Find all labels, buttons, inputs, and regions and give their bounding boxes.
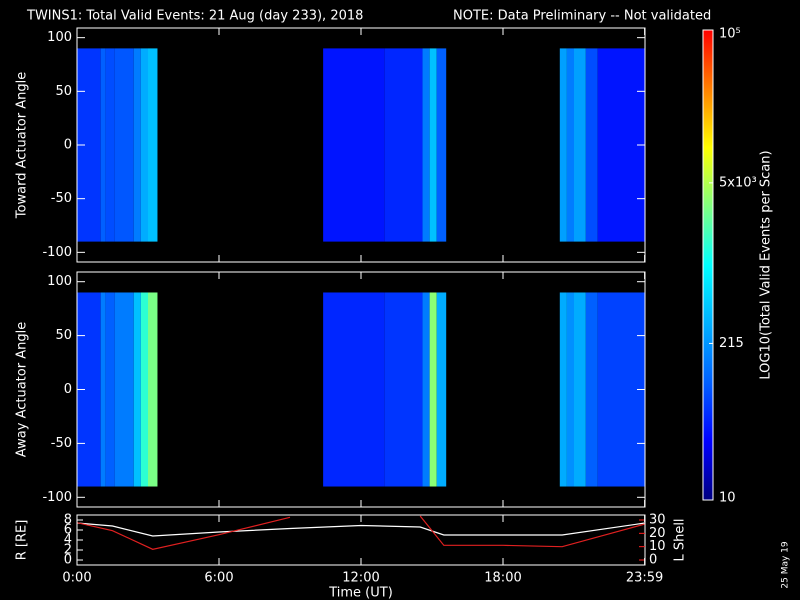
heatmap-cell [384, 48, 423, 242]
heatmap-cell [114, 48, 134, 242]
y-axis-label: R [RE] [15, 520, 30, 561]
y2-tick-label: 0 [649, 553, 657, 568]
line-series [77, 522, 645, 537]
date-stamp: 25 May 19 [781, 541, 791, 589]
heatmap-cell [140, 292, 148, 487]
colorbar [702, 29, 714, 501]
y-tick-label: 2 [64, 543, 72, 558]
y-tick-label: -50 [51, 191, 72, 206]
heatmap-cell [100, 292, 106, 487]
x-tick-label: 6:00 [204, 571, 233, 586]
heatmap-cell [133, 292, 141, 487]
heatmap-cell [574, 292, 586, 487]
heatmap-cell [323, 48, 385, 242]
x-tick-label: 0:00 [62, 571, 91, 586]
heatmap-cell [429, 48, 437, 242]
y-tick-label: 4 [64, 533, 72, 548]
y-tick-label: 50 [55, 328, 72, 343]
heatmap-cell [436, 292, 447, 487]
y2-tick-label: 10 [649, 539, 666, 554]
x-tick-label: 23:59 [626, 571, 663, 586]
heatmap-cell [422, 292, 430, 487]
heatmap-cell [105, 48, 115, 242]
y2-tick-label: 30 [649, 513, 666, 528]
heatmap-cell [585, 48, 598, 242]
y-tick-label: 0 [64, 138, 72, 153]
heatmap-cell [566, 48, 574, 242]
y-tick-label: -100 [42, 245, 72, 260]
y-tick-label: 0 [64, 382, 72, 397]
x-tick-label: 18:00 [484, 571, 521, 586]
y-tick-label: 8 [64, 513, 72, 528]
colorbar-tick-label: 5x10³ [719, 175, 757, 190]
heatmap-cell [384, 292, 423, 487]
heatmap-cell [148, 48, 158, 242]
heatmap-cell [429, 292, 437, 487]
colorbar-tick-label: 10⁵ [719, 27, 741, 42]
heatmap-cell [100, 48, 106, 242]
heatmap-cell [422, 48, 430, 242]
y-axis-label: Away Actuator Angle [15, 322, 30, 457]
y2-axis-label: L Shell [673, 518, 688, 561]
heatmap-cell [148, 292, 158, 487]
colorbar-label: LOG10(Total Valid Events per Scan) [759, 150, 774, 379]
heatmap-cell [436, 48, 447, 242]
title: TWINS1: Total Valid Events: 21 Aug (day … [26, 9, 363, 24]
y-axis-label: Toward Actuator Angle [15, 72, 30, 219]
x-tick-label: 12:00 [342, 571, 379, 586]
heatmap-cell [77, 48, 101, 242]
heatmap-cell [574, 48, 586, 242]
colorbar-tick-label: 215 [719, 336, 744, 351]
heatmap-cell [133, 48, 141, 242]
y2-tick-label: 20 [649, 526, 666, 541]
heatmap-cell [140, 48, 148, 242]
heatmap-cell [559, 292, 567, 487]
heatmap-cell [105, 292, 115, 487]
x-axis-label: Time (UT) [328, 586, 393, 600]
colorbar-tick-label: 10 [719, 491, 736, 506]
y-tick-label: -50 [51, 436, 72, 451]
y-tick-label: -100 [42, 490, 72, 505]
y-tick-label: 100 [47, 30, 72, 45]
y-tick-label: 100 [47, 274, 72, 289]
line-series [77, 515, 645, 550]
heatmap-cell [114, 292, 134, 487]
heatmap-cell [585, 292, 598, 487]
axis-box [76, 514, 646, 566]
y-tick-label: 6 [64, 523, 72, 538]
y-tick-label: 0 [64, 553, 72, 568]
heatmap-cell [559, 48, 567, 242]
heatmap-cell [323, 292, 385, 487]
y-tick-label: 50 [55, 84, 72, 99]
heatmap-cell [77, 292, 101, 487]
note: NOTE: Data Preliminary -- Not validated [453, 9, 711, 24]
heatmap-cell [566, 292, 574, 487]
lines [77, 515, 645, 550]
